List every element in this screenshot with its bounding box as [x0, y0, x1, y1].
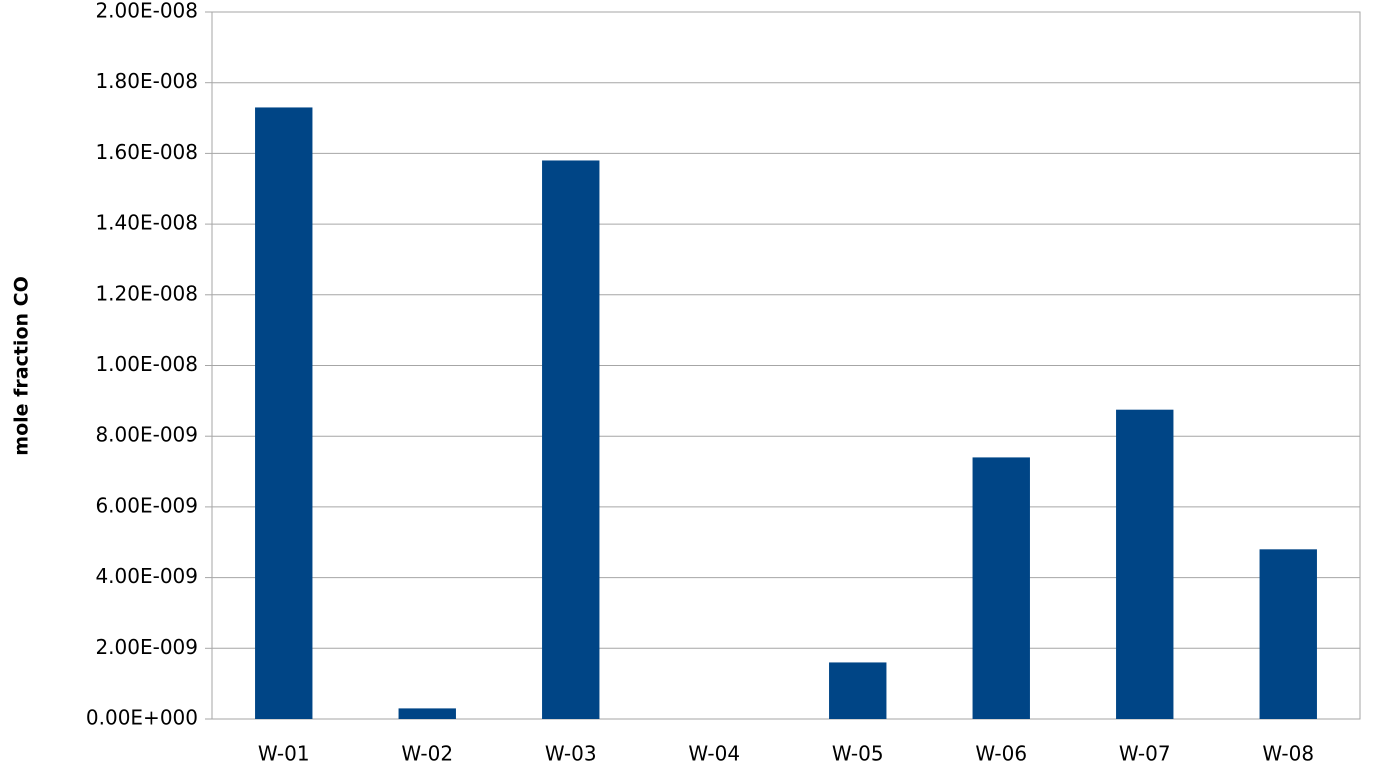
- y-tick-label: 6.00E-009: [95, 493, 198, 517]
- y-tick-label: 1.40E-008: [95, 211, 198, 235]
- x-tick-label: W-03: [545, 742, 597, 766]
- y-tick-label: 2.00E-009: [95, 635, 198, 659]
- y-tick-label: 0.00E+000: [86, 706, 198, 730]
- y-tick-label: 1.60E-008: [95, 140, 198, 164]
- bar: [972, 457, 1030, 719]
- bar: [829, 662, 887, 719]
- y-tick-label: 1.00E-008: [95, 352, 198, 376]
- bar: [1259, 549, 1317, 719]
- x-tick-label: W-05: [832, 742, 884, 766]
- bar: [398, 708, 456, 719]
- plot-frame: [211, 11, 1361, 720]
- x-tick-label: W-07: [1119, 742, 1171, 766]
- y-tick-label: 4.00E-009: [95, 564, 198, 588]
- y-tick-label: 1.20E-008: [95, 281, 198, 305]
- bar: [255, 107, 313, 719]
- x-tick-label: W-08: [1262, 742, 1314, 766]
- bar: [1116, 409, 1174, 719]
- x-tick-label: W-02: [401, 742, 453, 766]
- x-tick-label: W-04: [688, 742, 740, 766]
- bar: [542, 160, 600, 720]
- y-tick-label: 2.00E-008: [95, 0, 198, 23]
- y-axis-label: mole fraction CO: [11, 276, 33, 455]
- x-tick-label: W-06: [975, 742, 1027, 766]
- y-tick-label: 1.80E-008: [95, 69, 198, 93]
- y-tick-label: 8.00E-009: [95, 423, 198, 447]
- x-tick-label: W-01: [258, 742, 310, 766]
